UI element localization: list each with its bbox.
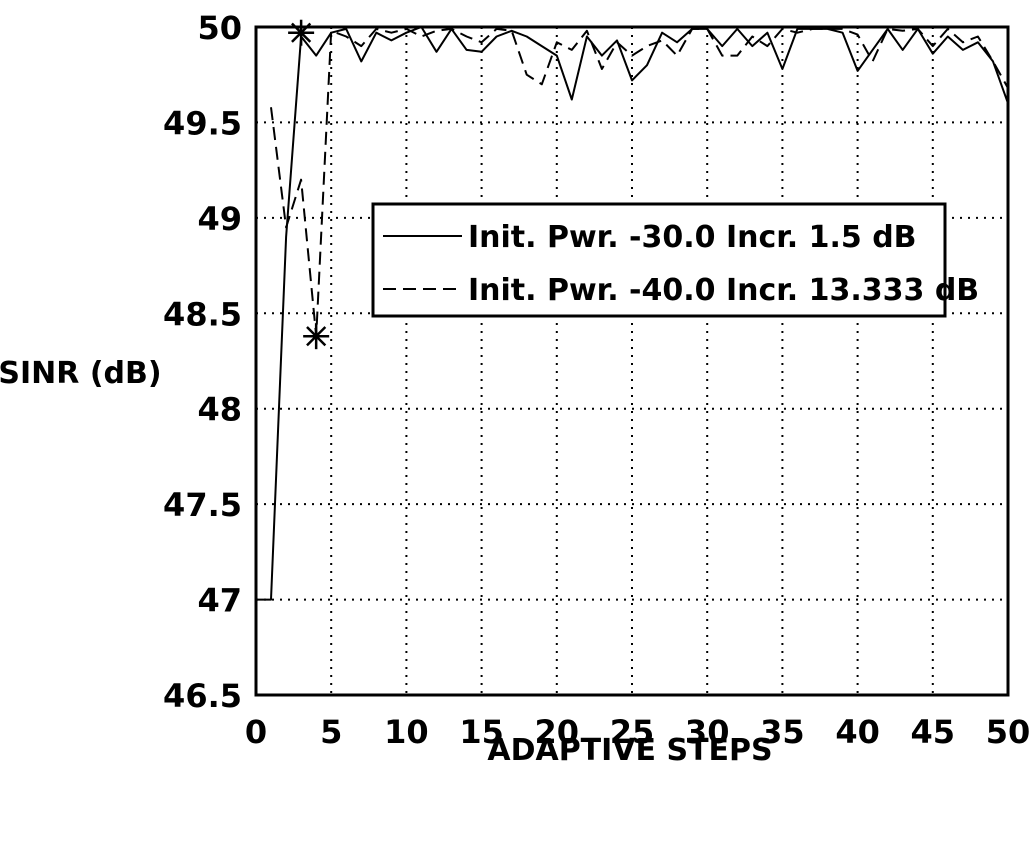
asterisk-marker-1 bbox=[288, 19, 315, 46]
x-axis-label: ADAPTIVE STEPS bbox=[487, 733, 772, 768]
series-layer bbox=[256, 26, 1009, 601]
y-tick-label: 49.5 bbox=[163, 104, 242, 142]
x-tick-labels: 0 5 10 15 20 25 30 35 40 45 50 bbox=[245, 713, 1030, 751]
legend: Init. Pwr. -30.0 Incr. 1.5 dB Init. Pwr.… bbox=[371, 202, 979, 318]
y-tick-label: 48 bbox=[197, 391, 242, 429]
legend-entry-1: Init. Pwr. -30.0 Incr. 1.5 dB bbox=[468, 220, 917, 255]
x-tick-label: 15 bbox=[459, 713, 504, 751]
series-line-2 bbox=[270, 27, 1009, 338]
x-tick-label: 20 bbox=[535, 713, 580, 751]
y-tick-label: 49 bbox=[197, 200, 242, 238]
plot-frame bbox=[254, 25, 1010, 697]
y-tick-labels: 46.5 47 47.5 48 48.5 49 49.5 50 bbox=[163, 9, 242, 715]
x-tick-label: 30 bbox=[685, 713, 730, 751]
grid bbox=[256, 27, 1008, 695]
y-tick-label: 48.5 bbox=[163, 295, 242, 333]
x-tick-label: 10 bbox=[384, 713, 429, 751]
x-tick-label: 0 bbox=[245, 713, 267, 751]
y-tick-label: 46.5 bbox=[163, 677, 242, 715]
y-tick-label: 50 bbox=[197, 9, 242, 47]
x-tick-label: 5 bbox=[320, 713, 342, 751]
asterisk-stroke bbox=[306, 326, 327, 347]
legend-box bbox=[371, 202, 947, 318]
series-line-1 bbox=[256, 26, 1009, 601]
y-tick-label: 47 bbox=[197, 582, 242, 620]
x-tick-label: 40 bbox=[835, 713, 880, 751]
x-tick-label: 45 bbox=[911, 713, 956, 751]
legend-entry-2: Init. Pwr. -40.0 Incr. 13.333 dB bbox=[468, 273, 979, 308]
x-tick-label: 35 bbox=[760, 713, 805, 751]
x-tick-label: 50 bbox=[986, 713, 1031, 751]
y-tick-label: 47.5 bbox=[163, 486, 242, 524]
asterisk-marker-2 bbox=[303, 323, 330, 350]
x-tick-label: 25 bbox=[610, 713, 655, 751]
y-axis-label: SINR (dB) bbox=[0, 356, 162, 391]
